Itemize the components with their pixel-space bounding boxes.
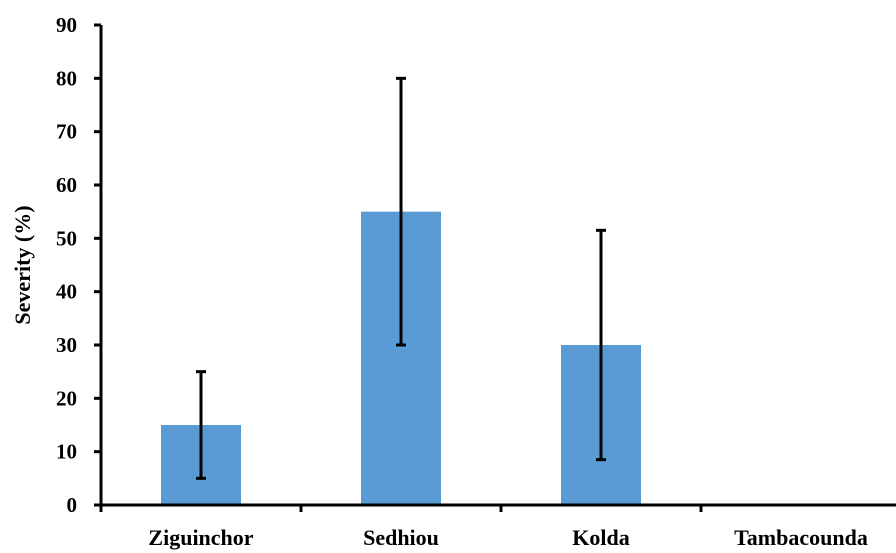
y-tick-label-20: 20	[56, 386, 77, 410]
y-tick-label-50: 50	[56, 226, 77, 250]
x-category-label-kolda: Kolda	[572, 525, 629, 550]
y-tick-label-40: 40	[56, 280, 77, 304]
y-tick-label-0: 0	[67, 493, 78, 517]
axes-layer	[94, 23, 896, 512]
y-tick-label-80: 80	[56, 66, 77, 90]
x-category-label-tambacounda: Tambacounda	[734, 525, 868, 550]
error-bars-layer	[196, 76, 606, 480]
x-category-label-sedhiou: Sedhiou	[363, 525, 439, 550]
error-bar-sedhiou	[396, 76, 406, 347]
labels-layer: 0 10 20 30 40 50 60 70 80 90 Ziguinchor Sedhiou Kold…	[56, 13, 868, 550]
y-tick-label-30: 30	[56, 333, 77, 357]
y-tick-label-70: 70	[56, 120, 77, 144]
y-tick-label-10: 10	[56, 440, 77, 464]
x-category-label-ziguinchor: Ziguinchor	[148, 525, 253, 550]
y-tick-label-60: 60	[56, 173, 77, 197]
error-bar-ziguinchor	[196, 370, 206, 480]
y-tick-label-90: 90	[56, 13, 77, 37]
y-axis-title: Severity (%)	[10, 205, 35, 324]
error-bar-kolda	[596, 228, 606, 462]
